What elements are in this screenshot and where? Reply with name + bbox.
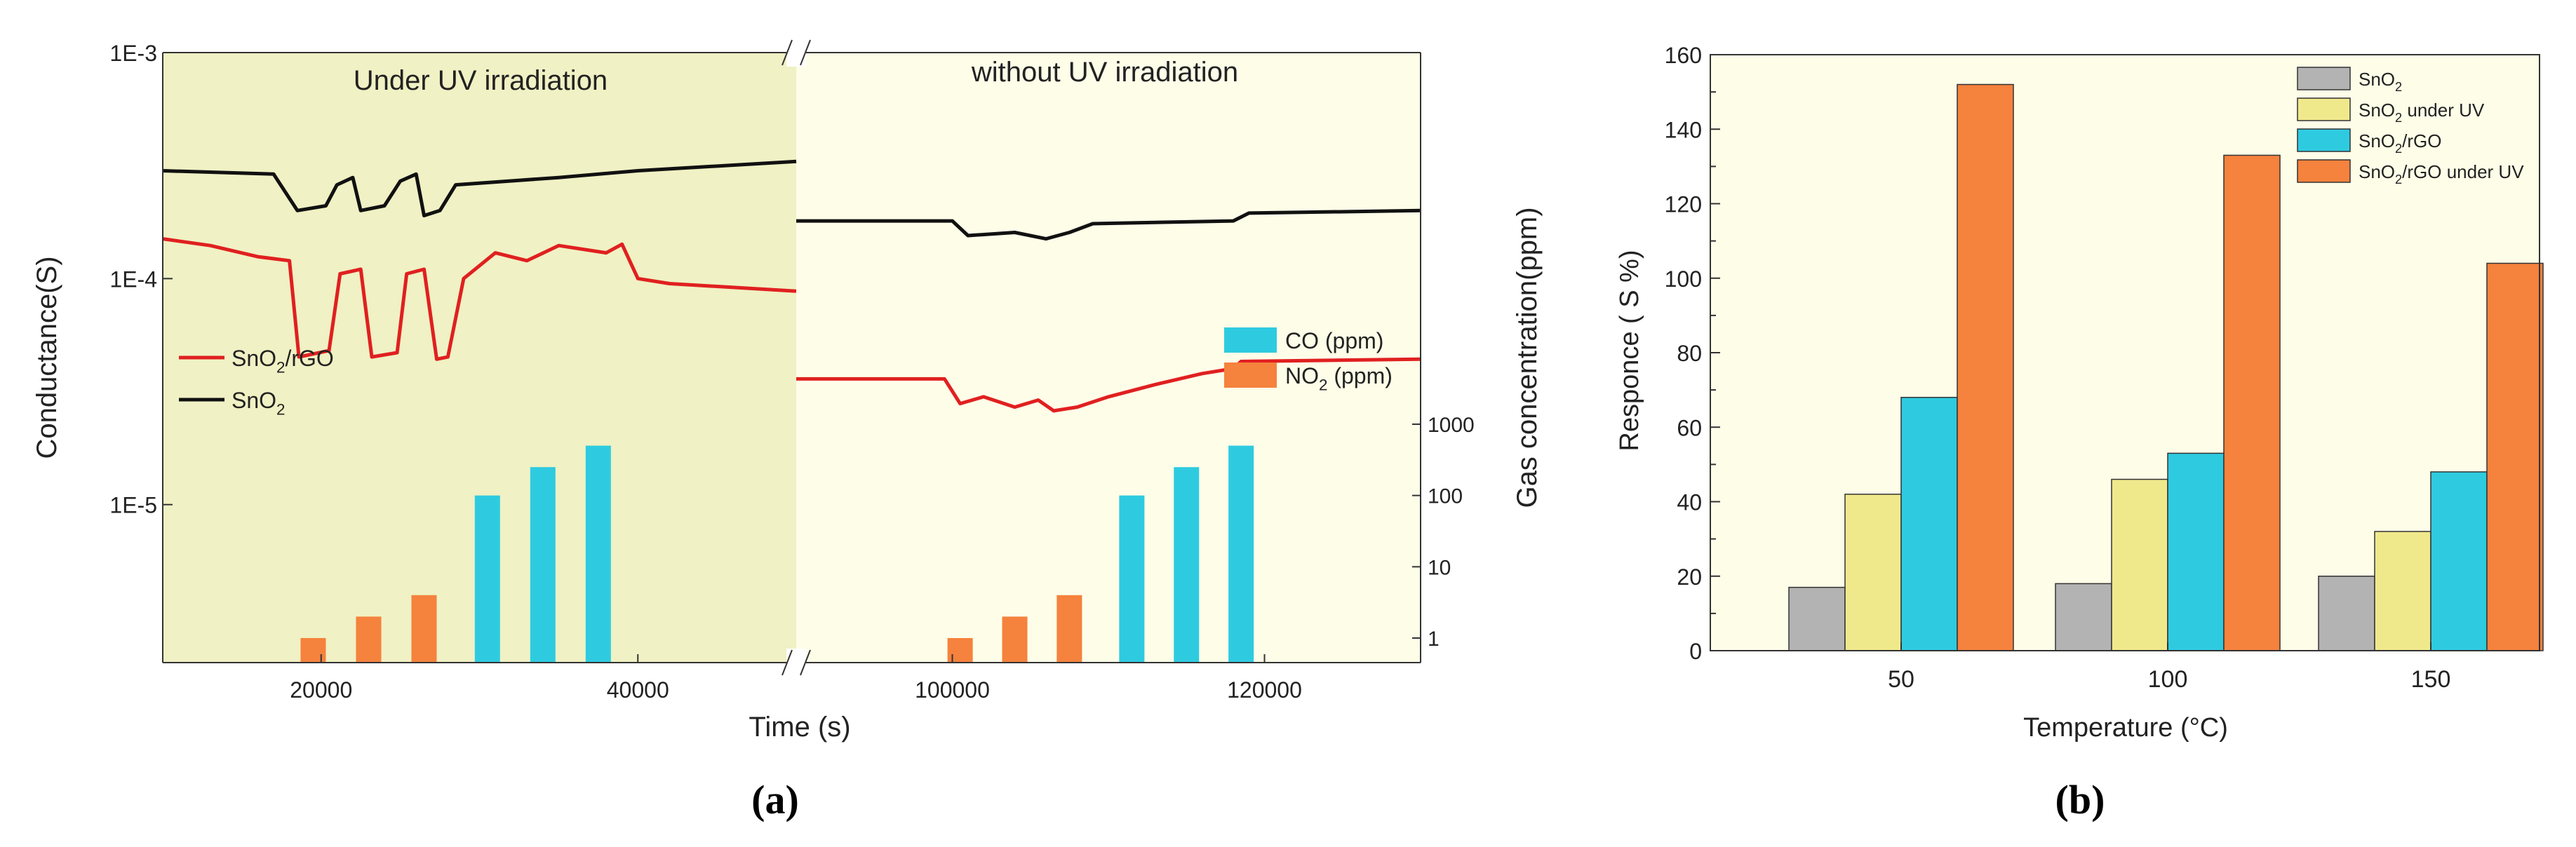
- x-tick-label: 40000: [607, 677, 669, 703]
- line-legend: SnO2/rGO SnO2: [179, 346, 334, 419]
- legend-bar-swatch: [1224, 362, 1277, 388]
- legend-swatch: [2297, 97, 2351, 121]
- bar-sno2-50: [1788, 586, 1846, 651]
- bar-co-0: [474, 495, 500, 663]
- bar-sno2-rgo-50: [1900, 397, 1958, 651]
- axis-break-mark: [800, 39, 811, 66]
- y-tick-label: 140: [1665, 117, 1702, 142]
- legend-label: SnO2: [2359, 69, 2402, 94]
- bar-sno2-100: [2055, 583, 2112, 651]
- legend-bar-swatch: [1224, 327, 1277, 353]
- axis-break-mark: [800, 649, 811, 676]
- no-uv-region-background: [796, 53, 1421, 663]
- bar-legend: CO (ppm) NO2 (ppm): [1224, 327, 1393, 394]
- x-axis-title: Time (s): [749, 712, 850, 743]
- no-uv-region-label: without UV irradiation: [971, 57, 1238, 88]
- legend: SnO2 SnO2 under UV SnO2/rGO SnO2/rGO under …: [2297, 67, 2524, 187]
- x-tick-label: 100000: [915, 677, 990, 703]
- legend-swatch: [2297, 67, 2351, 90]
- bar-sno2-rgo-under-uv-100: [2223, 154, 2281, 651]
- bar-sno2-under-uv-100: [2111, 478, 2168, 651]
- right-y-tick-label: 1: [1428, 628, 1440, 651]
- axis-break-mark: [781, 39, 793, 66]
- y-tick-label: 60: [1677, 415, 1702, 440]
- bar-sno2-150: [2318, 576, 2375, 651]
- y-tick-label: 0: [1689, 639, 1702, 664]
- legend-bar-label: NO2 (ppm): [1285, 363, 1393, 394]
- bar-no2-0: [300, 638, 326, 663]
- y-tick-label: 1E-3: [109, 41, 157, 66]
- panel-a-caption: (a): [751, 777, 799, 822]
- bar-sno2-rgo-100: [2167, 452, 2225, 651]
- right-y-tick-label: 100: [1428, 485, 1463, 508]
- x-tick-label: 120000: [1227, 677, 1302, 703]
- right-y-tick-label: 1000: [1428, 414, 1475, 437]
- bar-no2-5: [1056, 595, 1082, 663]
- bar-sno2-rgo-under-uv-150: [2486, 262, 2544, 651]
- legend-swatch: [2297, 128, 2351, 152]
- y-tick-label: 20: [1677, 564, 1702, 590]
- y-axis-title: Responce ( S %): [1615, 250, 1644, 451]
- bar-co-1: [530, 467, 556, 663]
- bar-no2-3: [947, 638, 973, 663]
- bar-no2-2: [411, 595, 437, 663]
- legend-label: SnO2/rGO: [2359, 130, 2442, 156]
- axis-break-gap: [786, 649, 806, 677]
- bar-co-5: [1228, 445, 1254, 663]
- y-tick-label: 80: [1677, 341, 1702, 366]
- legend-bar-label: CO (ppm): [1285, 328, 1383, 353]
- legend-label: SnO2 under UV: [2359, 100, 2485, 125]
- y-tick-label: 40: [1677, 490, 1702, 515]
- bar-sno2-rgo-under-uv-50: [1957, 83, 2014, 651]
- x-tick-label: 150: [2411, 666, 2451, 693]
- bar-sno2-rgo-150: [2430, 471, 2488, 651]
- axis-break-gap: [786, 39, 806, 67]
- legend-swatch: [2297, 159, 2351, 183]
- axis-break-mark: [781, 649, 793, 676]
- right-y-axis-title: Gas concentration(ppm): [1512, 207, 1543, 508]
- y-tick-label: 100: [1665, 266, 1702, 292]
- series-line-sno2-seg2: [796, 208, 1421, 241]
- bar-co-4: [1174, 467, 1200, 663]
- panel-b-caption: (b): [2055, 777, 2105, 822]
- bar-co-3: [1119, 495, 1145, 663]
- y-tick-label: 120: [1665, 192, 1702, 217]
- x-tick-label: 100: [2148, 666, 2188, 693]
- series-line-sno2-rgo-seg1: [162, 237, 797, 361]
- series-line-sno2-seg1: [162, 159, 797, 217]
- x-axis-title: Temperature (°C): [2023, 713, 2228, 743]
- uv-region-label: Under UV irradiation: [354, 65, 608, 96]
- x-tick-label: 50: [1888, 666, 1914, 693]
- bar-sno2-under-uv-50: [1844, 494, 1902, 651]
- legend-line-label: SnO2/rGO: [232, 346, 334, 377]
- legend-line-label: SnO2: [232, 388, 285, 419]
- legend-label: SnO2/rGO under UV: [2359, 161, 2524, 187]
- y-tick-label: 1E-5: [109, 493, 157, 518]
- y-tick-label: 1E-4: [109, 266, 157, 292]
- x-tick-label: 20000: [290, 677, 352, 703]
- bar-no2-4: [1002, 616, 1028, 663]
- bar-co-2: [585, 445, 611, 663]
- panel-a: 1E-3 1E-4 1E-5 20000 40000 100000 120000 1 10 100…: [32, 39, 1543, 822]
- y-tick-label: 160: [1665, 43, 1702, 68]
- right-y-tick-label: 10: [1428, 556, 1451, 579]
- bar-sno2-under-uv-150: [2374, 531, 2431, 651]
- bar-no2-1: [356, 616, 382, 663]
- y-axis-title: Conductance(S): [32, 256, 62, 459]
- panel-b: 0 20 40 60 80 100 120 140 160 50 100 150 Responce (…: [1615, 43, 2544, 822]
